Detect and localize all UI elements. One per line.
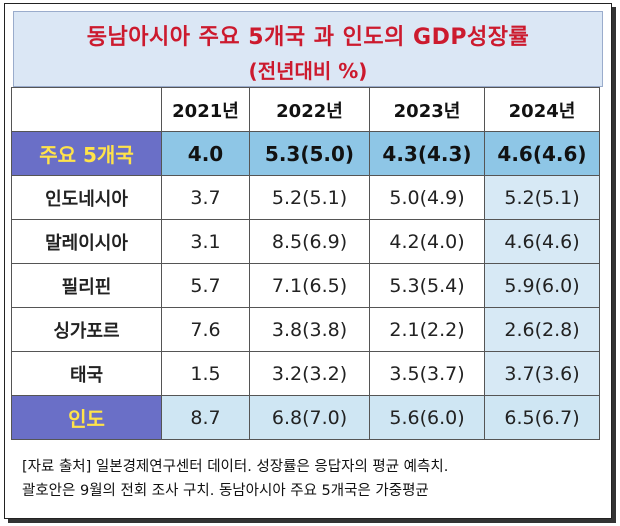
table-cell: 3.5(3.7) (369, 351, 485, 396)
table-cell: 4.6(4.6) (484, 219, 600, 264)
table-cell: 2.6(2.8) (484, 307, 600, 352)
corner-cell (11, 87, 162, 132)
table-cell: 5.2(5.1) (484, 175, 600, 220)
table-cell: 5.9(6.0) (484, 263, 600, 308)
table-cell: 3.8(3.8) (249, 307, 370, 352)
table-cell: 5.3(5.4) (369, 263, 485, 308)
note-line: [자료 출처] 일본경제연구센터 데이터. 성장률은 응답자의 평균 예측치. (22, 459, 449, 475)
table-row: 싱가포르 7.6 3.8(3.8) 2.1(2.2) 2.6(2.8) (11, 307, 600, 352)
row-label: 말레이시아 (11, 219, 162, 264)
table-cell: 2.1(2.2) (369, 307, 485, 352)
table-cell: 7.6 (161, 307, 250, 352)
table-cell: 5.6(6.0) (369, 395, 485, 440)
row-label: 필리핀 (11, 263, 162, 308)
table-cell: 4.2(4.0) (369, 219, 485, 264)
table-cell: 8.5(6.9) (249, 219, 370, 264)
table-row: 태국 1.5 3.2(3.2) 3.5(3.7) 3.7(3.6) (11, 351, 600, 396)
table-cell: 4.6(4.6) (484, 131, 600, 176)
table-cell: 5.3(5.0) (249, 131, 370, 176)
title-box: 동남아시아 주요 5개국 과 인도의 GDP성장률 (전년대비 %) (13, 11, 603, 87)
row-label: 인도 (11, 395, 162, 440)
table-row: 주요 5개국 4.0 5.3(5.0) 4.3(4.3) 4.6(4.6) (11, 131, 600, 176)
table-cell: 7.1(6.5) (249, 263, 370, 308)
column-header: 2024년 (484, 87, 600, 132)
row-label: 태국 (11, 351, 162, 396)
table-cell: 5.7 (161, 263, 250, 308)
table-cell: 3.1 (161, 219, 250, 264)
table-cell: 5.2(5.1) (249, 175, 370, 220)
row-label: 주요 5개국 (11, 131, 162, 176)
table-cell: 3.7(3.6) (484, 351, 600, 396)
gdp-table: 2021년 2022년 2023년 2024년 주요 5개국 4.0 5.3(5… (11, 87, 600, 440)
table-cell: 4.0 (161, 131, 250, 176)
column-header: 2022년 (249, 87, 370, 132)
table-cell: 6.5(6.7) (484, 395, 600, 440)
column-header: 2023년 (369, 87, 485, 132)
table-cell: 6.8(7.0) (249, 395, 370, 440)
table-row: 필리핀 5.7 7.1(6.5) 5.3(5.4) 5.9(6.0) (11, 263, 600, 308)
source-note: [자료 출처] 일본경제연구센터 데이터. 성장률은 응답자의 평균 예측치. … (22, 455, 602, 503)
header-row: 2021년 2022년 2023년 2024년 (11, 87, 600, 132)
table-row: 말레이시아 3.1 8.5(6.9) 4.2(4.0) 4.6(4.6) (11, 219, 600, 264)
table-cell: 1.5 (161, 351, 250, 396)
table-cell: 3.7 (161, 175, 250, 220)
table-cell: 8.7 (161, 395, 250, 440)
table-cell: 3.2(3.2) (249, 351, 370, 396)
column-header: 2021년 (161, 87, 250, 132)
row-label: 인도네시아 (11, 175, 162, 220)
note-line: 괄호안은 9월의 전회 조사 구치. 동남아시아 주요 5개국은 가중평균 (22, 483, 429, 499)
table-row: 인도네시아 3.7 5.2(5.1) 5.0(4.9) 5.2(5.1) (11, 175, 600, 220)
table-row: 인도 8.7 6.8(7.0) 5.6(6.0) 6.5(6.7) (11, 395, 600, 440)
table-cell: 5.0(4.9) (369, 175, 485, 220)
row-label: 싱가포르 (11, 307, 162, 352)
page-subtitle: (전년대비 %) (248, 59, 368, 83)
page-title: 동남아시아 주요 5개국 과 인도의 GDP성장률 (86, 25, 530, 50)
table-cell: 4.3(4.3) (369, 131, 485, 176)
